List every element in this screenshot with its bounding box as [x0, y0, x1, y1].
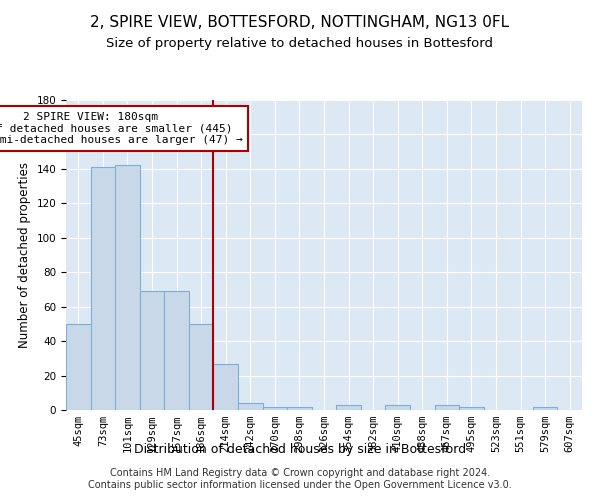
Text: Distribution of detached houses by size in Bottesford: Distribution of detached houses by size …: [134, 442, 466, 456]
Bar: [238, 403, 263, 410]
Bar: [459, 406, 484, 410]
Bar: [263, 406, 287, 410]
Text: Size of property relative to detached houses in Bottesford: Size of property relative to detached ho…: [107, 38, 493, 51]
Text: 2 SPIRE VIEW: 180sqm
← 90% of detached houses are smaller (445)
10% of semi-deta: 2 SPIRE VIEW: 180sqm ← 90% of detached h…: [0, 112, 242, 146]
Bar: [189, 324, 214, 410]
Bar: [287, 406, 312, 410]
Bar: [434, 405, 459, 410]
Bar: [214, 364, 238, 410]
Bar: [533, 406, 557, 410]
Y-axis label: Number of detached properties: Number of detached properties: [18, 162, 31, 348]
Bar: [66, 324, 91, 410]
Bar: [115, 166, 140, 410]
Text: 2, SPIRE VIEW, BOTTESFORD, NOTTINGHAM, NG13 0FL: 2, SPIRE VIEW, BOTTESFORD, NOTTINGHAM, N…: [91, 15, 509, 30]
Text: Contains HM Land Registry data © Crown copyright and database right 2024.
Contai: Contains HM Land Registry data © Crown c…: [88, 468, 512, 490]
Bar: [91, 167, 115, 410]
Bar: [385, 405, 410, 410]
Bar: [336, 405, 361, 410]
Bar: [164, 291, 189, 410]
Bar: [140, 291, 164, 410]
